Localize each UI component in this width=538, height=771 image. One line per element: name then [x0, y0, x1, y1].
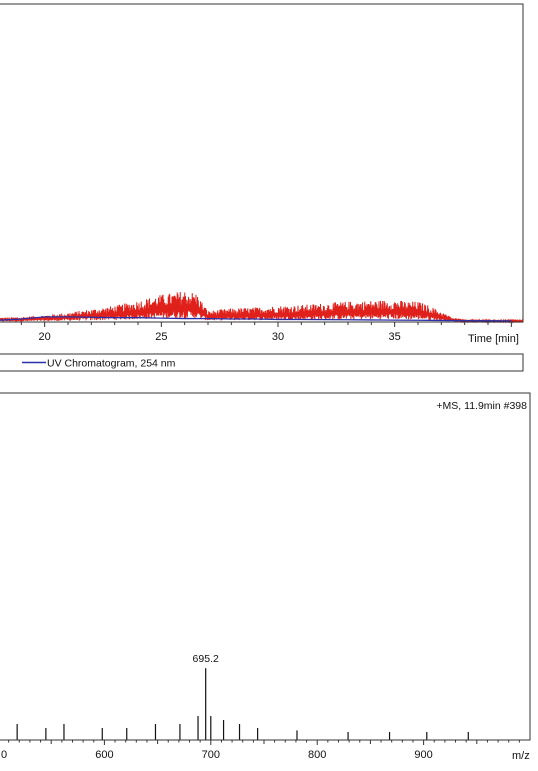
- ms-x-ticks: 0 600 700 800 900: [1, 740, 520, 761]
- ms-spectrum-title: +MS, 11.9min #398: [436, 400, 527, 412]
- chromatogram-tick-label: 35: [389, 331, 401, 343]
- ms-tick-label: 0: [1, 749, 7, 761]
- chromatogram-x-ticks: 20 25 30 35: [20, 322, 512, 343]
- chromatogram-x-axis-label: Time [min]: [468, 333, 519, 345]
- legend-uv-label: UV Chromatogram, 254 nm: [47, 358, 176, 370]
- chromatogram-tick-label: 20: [39, 331, 51, 343]
- legend-frame: [0, 353, 524, 372]
- ms-x-axis-label: m/z: [512, 750, 530, 762]
- chromatogram-legend: UV Chromatogram, 254 nm: [0, 353, 524, 372]
- ms-tick-label: 900: [414, 749, 432, 761]
- uv-trace-series: [0, 316, 512, 322]
- ms-tick-label: 800: [308, 749, 326, 761]
- peak-label-695: 695.2: [193, 653, 219, 665]
- ms-frame: [0, 392, 531, 741]
- uv-trace-line: [0, 316, 512, 322]
- ms-peaks: [16, 668, 469, 740]
- chromatogram-tick-label: 30: [272, 331, 284, 343]
- ms-tick-label: 600: [95, 749, 113, 761]
- chromatogram-panel: 20 25 30 35 Time [min]: [0, 3, 524, 345]
- ms-spectrum-panel: +MS, 11.9min #398 695.2 0 600 700 800 900 m/…: [0, 392, 531, 762]
- chromatogram-frame: [0, 3, 524, 323]
- ms-tick-label: 700: [202, 749, 220, 761]
- chromatogram-tick-label: 25: [155, 331, 167, 343]
